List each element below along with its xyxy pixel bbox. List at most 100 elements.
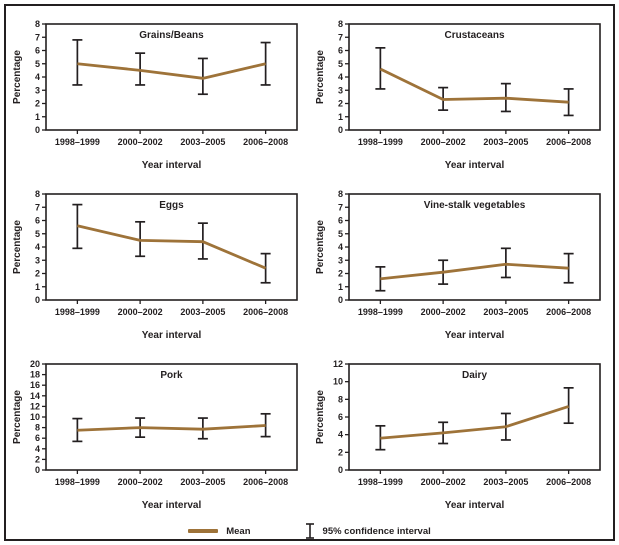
chart-panel-crustaceans: 0 1 2 3 4 5 6 7 8 1998–1999 2000–2002 2003–2005 2006… [313,14,609,172]
chart-grid: 0 1 2 3 4 5 6 7 8 1998–1999 2000–2002 2003–2005 2006… [10,14,609,512]
svg-text:2000–2002: 2000–2002 [118,477,163,487]
svg-text:2006–2008: 2006–2008 [243,477,288,487]
svg-text:0: 0 [35,465,40,475]
svg-text:Grains/Beans: Grains/Beans [139,30,204,41]
legend-ci-label: 95% confidence interval [322,525,431,537]
svg-text:Percentage: Percentage [12,50,23,104]
svg-text:5: 5 [337,229,342,239]
svg-text:2006–2008: 2006–2008 [243,137,288,147]
svg-text:2: 2 [35,454,40,464]
chart-crustaceans: 0 1 2 3 4 5 6 7 8 1998–1999 2000–2002 2003–2005 2006… [315,19,601,171]
svg-text:Percentage: Percentage [315,390,326,444]
chart-panel-pork: 0 2 4 6 8 10 12 14 16 18 20 1998–1999 2000–2002 2003–… [10,354,306,512]
svg-text:1998–1999: 1998–1999 [357,307,402,317]
legend-item-ci: 95% confidence interval [305,522,431,540]
svg-text:14: 14 [30,391,40,401]
svg-text:Pork: Pork [160,370,183,381]
svg-text:2006–2008: 2006–2008 [243,307,288,317]
svg-text:6: 6 [35,46,40,56]
svg-text:6: 6 [35,216,40,226]
legend: Mean 95% confidence interval [10,522,609,540]
svg-text:10: 10 [30,412,40,422]
svg-text:3: 3 [35,85,40,95]
mean-line-swatch-icon [188,529,219,533]
legend-mean-label: Mean [226,525,251,537]
chart-eggs: 0 1 2 3 4 5 6 7 8 1998–1999 2000–2002 2003–2005 2006… [12,189,298,341]
svg-text:Year interval: Year interval [142,330,202,341]
svg-text:18: 18 [30,370,40,380]
chart-grains-beans: 0 1 2 3 4 5 6 7 8 1998–1999 2000–2002 2003–2005 2006… [12,19,298,171]
svg-text:0: 0 [35,295,40,305]
svg-text:6: 6 [337,412,342,422]
svg-text:2000–2002: 2000–2002 [420,477,465,487]
svg-text:8: 8 [35,423,40,433]
svg-text:4: 4 [337,430,342,440]
svg-text:10: 10 [332,377,342,387]
svg-text:2003–2005: 2003–2005 [180,477,225,487]
svg-text:7: 7 [337,202,342,212]
svg-text:4: 4 [35,72,40,82]
svg-text:6: 6 [35,433,40,443]
svg-text:20: 20 [30,359,40,369]
svg-text:1: 1 [337,112,342,122]
chart-panel-eggs: 0 1 2 3 4 5 6 7 8 1998–1999 2000–2002 2003–2005 2006… [10,184,306,342]
svg-text:1998–1999: 1998–1999 [55,307,100,317]
chart-panel-dairy: 0 2 4 6 8 10 12 1998–1999 2000–2002 2003–2005 2006… [313,354,609,512]
ci-errorbar-icon [305,523,314,539]
svg-text:Percentage: Percentage [315,50,326,104]
svg-text:4: 4 [35,444,40,454]
svg-text:Crustaceans: Crustaceans [444,30,504,41]
svg-text:2: 2 [337,447,342,457]
figure-frame: 0 1 2 3 4 5 6 7 8 1998–1999 2000–2002 2003–2005 2006… [4,4,615,541]
svg-text:Eggs: Eggs [159,200,184,211]
svg-text:Year interval: Year interval [444,500,504,511]
chart-panel-vine-stalk-vegetables: 0 1 2 3 4 5 6 7 8 1998–1999 2000–2002 2003–2005 2006… [313,184,609,342]
legend-item-mean: Mean [188,525,251,537]
svg-text:Year interval: Year interval [444,160,504,171]
svg-text:2006–2008: 2006–2008 [546,477,591,487]
svg-text:Year interval: Year interval [142,500,202,511]
svg-text:3: 3 [35,255,40,265]
svg-text:5: 5 [35,229,40,239]
svg-text:Dairy: Dairy [461,370,486,381]
svg-text:Percentage: Percentage [315,220,326,274]
svg-text:2000–2002: 2000–2002 [420,307,465,317]
svg-text:3: 3 [337,255,342,265]
svg-text:12: 12 [30,401,40,411]
svg-text:4: 4 [35,242,40,252]
svg-text:1998–1999: 1998–1999 [55,477,100,487]
svg-text:2003–2005: 2003–2005 [180,307,225,317]
svg-text:1: 1 [337,282,342,292]
svg-text:2003–2005: 2003–2005 [483,137,528,147]
svg-text:2000–2002: 2000–2002 [118,307,163,317]
svg-text:2006–2008: 2006–2008 [546,307,591,317]
svg-text:6: 6 [337,46,342,56]
svg-text:1998–1999: 1998–1999 [357,477,402,487]
svg-text:2003–2005: 2003–2005 [483,477,528,487]
svg-text:Percentage: Percentage [12,390,23,444]
svg-text:3: 3 [337,85,342,95]
svg-text:7: 7 [35,32,40,42]
svg-text:5: 5 [337,59,342,69]
svg-text:Year interval: Year interval [444,330,504,341]
svg-text:8: 8 [337,189,342,199]
svg-text:8: 8 [337,19,342,29]
svg-text:8: 8 [35,19,40,29]
svg-text:8: 8 [35,189,40,199]
svg-text:0: 0 [337,465,342,475]
svg-text:8: 8 [337,394,342,404]
svg-text:2003–2005: 2003–2005 [180,137,225,147]
svg-text:2: 2 [337,269,342,279]
svg-text:12: 12 [332,359,342,369]
svg-text:2: 2 [35,99,40,109]
chart-panel-grains-beans: 0 1 2 3 4 5 6 7 8 1998–1999 2000–2002 2003–2005 2006… [10,14,306,172]
chart-vine-stalk-vegetables: 0 1 2 3 4 5 6 7 8 1998–1999 2000–2002 2003–2005 2006… [315,189,601,341]
svg-text:2000–2002: 2000–2002 [420,137,465,147]
svg-text:1: 1 [35,112,40,122]
svg-text:2: 2 [337,99,342,109]
svg-text:2000–2002: 2000–2002 [118,137,163,147]
svg-text:7: 7 [35,202,40,212]
svg-text:Percentage: Percentage [12,220,23,274]
svg-text:16: 16 [30,380,40,390]
